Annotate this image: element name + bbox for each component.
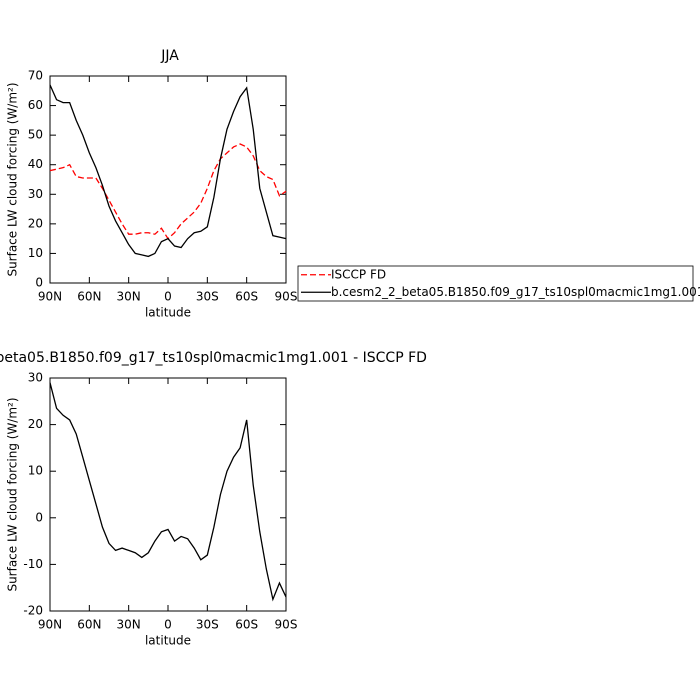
y-tick-label: 30 — [28, 371, 43, 385]
y-tick-label: -10 — [23, 557, 43, 571]
x-tick-label: 30N — [117, 290, 141, 304]
x-tick-label: 60N — [77, 618, 101, 632]
y-tick-label: 70 — [28, 69, 43, 83]
legend-label: b.cesm2_2_beta05.B1850.f09_g17_ts10spl0m… — [331, 285, 700, 299]
y-tick-label: 60 — [28, 98, 43, 112]
x-tick-label: 30S — [196, 290, 219, 304]
x-axis-label: latitude — [145, 634, 191, 648]
data-line — [49, 382, 287, 602]
plot-frame — [49, 75, 287, 284]
x-tick-label: 60N — [77, 290, 101, 304]
data-line — [49, 143, 287, 240]
y-tick-label: 30 — [28, 187, 43, 201]
x-tick-label: 30N — [117, 618, 141, 632]
x-tick-label: 90N — [38, 290, 62, 304]
y-tick-label: 50 — [28, 128, 43, 142]
y-axis-label: Surface LW cloud forcing (W/m²) — [6, 82, 20, 276]
chart-title: b.cesm2_2_beta05.B1850.f09_g17_ts10spl0m… — [0, 350, 427, 366]
x-tick-label: 0 — [164, 290, 172, 304]
y-tick-label: 20 — [28, 216, 43, 230]
chart-title: JJA — [160, 48, 179, 64]
y-tick-label: 40 — [28, 157, 43, 171]
x-axis-label: latitude — [145, 306, 191, 320]
plot-frame — [49, 377, 287, 612]
x-tick-label: 90S — [275, 618, 298, 632]
y-tick-label: 10 — [28, 246, 43, 260]
x-tick-label: 60S — [235, 618, 258, 632]
y-axis-label: Surface LW cloud forcing (W/m²) — [6, 397, 20, 591]
legend-label: ISCCP FD — [331, 267, 386, 281]
y-tick-label: 0 — [35, 276, 43, 290]
x-tick-label: 90S — [275, 290, 298, 304]
y-tick-label: 0 — [35, 510, 43, 524]
y-tick-label: 10 — [28, 464, 43, 478]
y-tick-label: 20 — [28, 417, 43, 431]
legend-box — [297, 265, 694, 302]
x-tick-label: 0 — [164, 618, 172, 632]
x-tick-label: 60S — [235, 290, 258, 304]
x-tick-label: 30S — [196, 618, 219, 632]
data-line — [49, 84, 287, 258]
x-tick-label: 90N — [38, 618, 62, 632]
y-tick-label: -20 — [23, 604, 43, 618]
